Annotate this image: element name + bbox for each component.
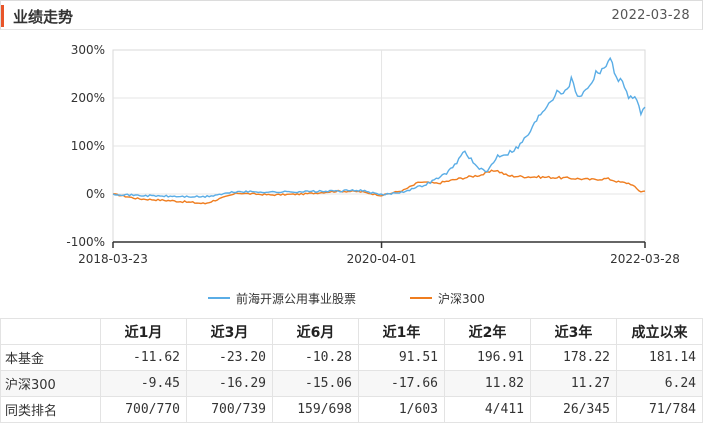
table-cell: 159/698 — [272, 396, 359, 423]
table-header-cell: 近1年 — [358, 318, 445, 345]
table-cell: -10.28 — [272, 344, 359, 371]
legend-label-fund: 前海开源公用事业股票 — [236, 292, 357, 306]
table-cell: 71/784 — [616, 396, 703, 423]
table-header-cell — [0, 318, 101, 345]
y-tick-label: 300% — [71, 43, 105, 57]
chart-axes: 300% 200% 100% 0% -100% 2018-03-23 2020-04-01 2… — [66, 43, 680, 266]
x-tick-label: 2020-04-01 — [347, 252, 417, 266]
table-header-cell: 近1月 — [100, 318, 187, 345]
legend-swatch-index — [410, 297, 432, 299]
table-header-row: 近1月 近3月 近6月 近1年 近2年 近3年 成立以来 — [0, 318, 703, 345]
legend-swatch-fund — [208, 297, 230, 299]
y-tick-label: -100% — [66, 235, 105, 249]
table-header-cell: 近6月 — [272, 318, 359, 345]
row-label: 本基金 — [0, 344, 101, 371]
section-title: 业绩走势 — [13, 8, 74, 26]
table-cell: 4/411 — [444, 396, 531, 423]
row-label: 同类排名 — [0, 396, 101, 423]
series-line-csi300 — [112, 169, 646, 205]
table-row: 本基金 -11.62 -23.20 -10.28 91.51 196.91 17… — [0, 344, 703, 371]
x-tick-label: 2022-03-28 — [610, 252, 680, 266]
table-header-cell: 近3年 — [530, 318, 617, 345]
header-date: 2022-03-28 — [611, 8, 690, 23]
table-cell: -11.62 — [100, 344, 187, 371]
table-cell: 181.14 — [616, 344, 703, 371]
table-row: 沪深300 -9.45 -16.29 -15.06 -17.66 11.82 1… — [0, 370, 703, 397]
table-header-cell: 近2年 — [444, 318, 531, 345]
table-cell: 700/770 — [100, 396, 187, 423]
table-cell: -17.66 — [358, 370, 445, 397]
table-header-cell: 成立以来 — [616, 318, 703, 345]
section-header: 业绩走势 2022-03-28 — [0, 0, 703, 30]
performance-chart[interactable]: 300% 200% 100% 0% -100% 2018-03-23 2020-04-01 2… — [0, 30, 705, 288]
table-cell: -23.20 — [186, 344, 273, 371]
header-accent-bar — [1, 5, 4, 27]
chart-series — [112, 56, 646, 205]
table-cell: 11.82 — [444, 370, 531, 397]
y-tick-label: 100% — [71, 139, 105, 153]
y-tick-label: 200% — [71, 91, 105, 105]
table-cell: -15.06 — [272, 370, 359, 397]
table-cell: 11.27 — [530, 370, 617, 397]
table-header-cell: 近3月 — [186, 318, 273, 345]
legend-label-index: 沪深300 — [438, 292, 485, 306]
y-tick-label: 0% — [86, 187, 105, 201]
table-cell: 1/603 — [358, 396, 445, 423]
table-cell: 91.51 — [358, 344, 445, 371]
row-label: 沪深300 — [0, 370, 101, 397]
table-cell: 6.24 — [616, 370, 703, 397]
table-cell: -16.29 — [186, 370, 273, 397]
series-line-fund — [112, 56, 646, 199]
table-cell: 26/345 — [530, 396, 617, 423]
x-tick-label: 2018-03-23 — [78, 252, 148, 266]
table-cell: 700/739 — [186, 396, 273, 423]
table-cell: -9.45 — [100, 370, 187, 397]
performance-table: 近1月 近3月 近6月 近1年 近2年 近3年 成立以来 本基金 -11.62 … — [0, 318, 703, 423]
table-cell: 178.22 — [530, 344, 617, 371]
table-row: 同类排名 700/770 700/739 159/698 1/603 4/411… — [0, 396, 703, 423]
table-cell: 196.91 — [444, 344, 531, 371]
chart-legend: 前海开源公用事业股票 沪深300 — [0, 288, 705, 308]
chart-grid — [112, 49, 646, 243]
